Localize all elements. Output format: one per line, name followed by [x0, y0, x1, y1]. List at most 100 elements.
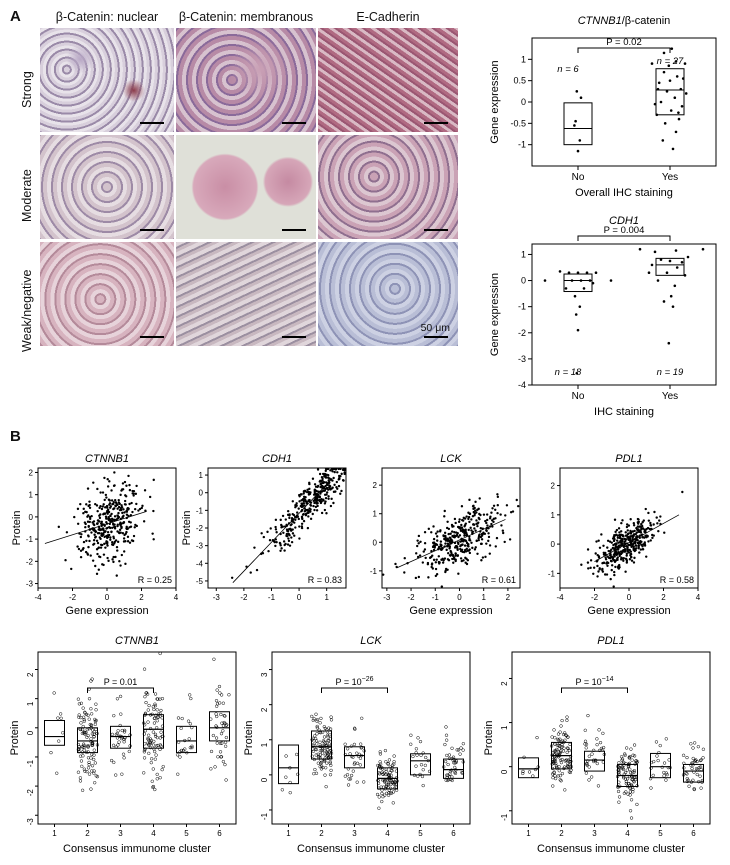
data-point: [415, 552, 418, 555]
data-point: [320, 511, 324, 515]
box: [563, 102, 593, 146]
data-point: [476, 552, 479, 556]
data-point: [260, 532, 263, 535]
data-point: [656, 758, 660, 763]
data-point: [568, 757, 572, 762]
data-point: [621, 761, 625, 766]
data-point: [86, 750, 90, 754]
data-point: [560, 739, 564, 743]
data-point: [657, 81, 661, 85]
data-point: [616, 536, 620, 539]
data-point: [409, 742, 413, 746]
data-point: [151, 785, 155, 789]
data-point: [597, 570, 600, 573]
data-point: [161, 764, 165, 769]
data-point: [155, 735, 159, 740]
data-point: [638, 541, 642, 545]
ihc-image-membranous-weak: [176, 242, 316, 346]
data-point: [551, 784, 555, 788]
data-point: [674, 249, 678, 252]
data-point: [115, 545, 119, 549]
data-point: [649, 524, 652, 527]
data-point: [105, 534, 108, 538]
data-point: [384, 767, 388, 771]
data-point: [153, 757, 157, 761]
data-point: [446, 558, 450, 561]
data-point: [131, 510, 134, 514]
data-point: [309, 517, 313, 521]
x-tick-label: -3: [213, 593, 221, 602]
data-point: [618, 566, 621, 569]
data-point: [634, 544, 637, 547]
data-point: [681, 773, 686, 777]
data-point: [627, 535, 630, 539]
data-point: [120, 728, 124, 733]
data-point: [129, 525, 133, 528]
data-point: [209, 749, 214, 754]
data-point: [653, 250, 657, 254]
data-point: [553, 736, 557, 740]
data-point: [315, 502, 318, 505]
y-tick-label: 0: [260, 777, 269, 782]
data-point: [614, 565, 617, 569]
data-point: [120, 553, 124, 557]
data-point: [283, 549, 286, 552]
data-point: [691, 756, 695, 761]
data-point: [558, 778, 562, 782]
data-point: [96, 552, 99, 556]
x-tick-label: 1: [324, 593, 329, 602]
data-point: [324, 500, 327, 503]
x-tick-label: 0: [105, 593, 110, 602]
data-point: [570, 279, 574, 282]
data-point: [625, 523, 629, 526]
data-point: [436, 530, 439, 533]
data-point: [445, 773, 449, 777]
data-point: [664, 771, 669, 775]
data-point: [617, 527, 621, 530]
data-point: [448, 540, 452, 543]
data-point: [78, 727, 83, 732]
data-point: [317, 730, 322, 735]
data-point: [221, 729, 225, 733]
data-point: [647, 519, 651, 522]
data-point: [308, 507, 311, 510]
data-point: [125, 513, 129, 516]
data-point: [522, 755, 526, 759]
data-point: [76, 742, 81, 747]
data-point: [556, 738, 561, 742]
data-point: [106, 556, 109, 560]
data-point: [121, 531, 125, 535]
y-tick-label: 2: [260, 707, 269, 712]
data-point: [378, 752, 383, 756]
data-point: [631, 530, 635, 533]
y-tick-label: -5: [196, 577, 204, 586]
data-point: [391, 801, 395, 805]
data-point: [553, 776, 558, 781]
data-point: [439, 540, 443, 543]
data-point: [76, 697, 81, 701]
data-point: [392, 780, 396, 785]
data-point: [648, 777, 653, 781]
data-point: [92, 481, 95, 484]
data-point: [325, 481, 328, 484]
data-point: [682, 766, 686, 770]
data-point: [447, 753, 452, 757]
data-point: [132, 489, 136, 493]
data-point: [390, 763, 395, 767]
data-point: [431, 567, 435, 570]
data-point: [392, 786, 397, 790]
data-point: [87, 762, 91, 767]
data-point: [416, 555, 420, 559]
data-point: [569, 759, 573, 763]
data-point: [322, 744, 326, 748]
data-point: [125, 509, 128, 513]
y-tick-label: 0.5: [513, 76, 526, 86]
data-point: [543, 279, 547, 282]
data-point: [343, 774, 347, 778]
data-point: [612, 585, 615, 588]
data-point: [499, 513, 502, 516]
data-point: [126, 540, 130, 543]
data-point: [668, 765, 672, 770]
data-point: [658, 519, 661, 522]
